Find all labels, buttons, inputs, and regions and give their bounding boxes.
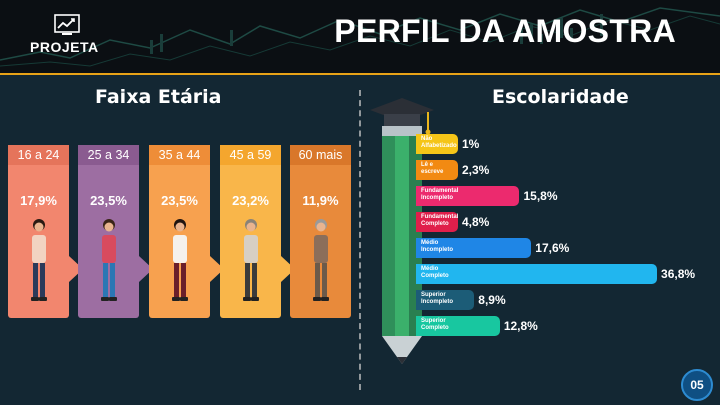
education-value-label: 15,8% xyxy=(523,189,558,203)
education-bar: Fundamental Completo xyxy=(416,212,458,232)
person-icon xyxy=(101,219,117,301)
age-category-label: 25 a 34 xyxy=(78,145,139,165)
age-category-label: 60 mais xyxy=(290,145,351,165)
logo: PROJETA xyxy=(26,12,110,60)
education-value-label: 4,8% xyxy=(462,215,490,229)
education-category-label: Médio Completo xyxy=(421,266,449,279)
age-value-label: 17,9% xyxy=(20,193,57,208)
age-value-label: 23,5% xyxy=(161,193,198,208)
education-value-label: 36,8% xyxy=(661,267,696,281)
section-divider xyxy=(359,90,361,390)
education-value-label: 1% xyxy=(462,137,480,151)
age-panel: 60 mais 11,9% xyxy=(290,145,351,318)
person-icon xyxy=(243,219,259,301)
age-category-label: 45 a 59 xyxy=(220,145,281,165)
chart-trend-icon xyxy=(54,14,80,35)
age-section-title: Faixa Etária xyxy=(95,86,222,108)
person-icon xyxy=(172,219,188,301)
education-category-label: Fundamental Completo xyxy=(421,214,459,227)
education-category-label: Médio Incompleto xyxy=(421,240,454,253)
person-icon xyxy=(313,219,329,301)
page-title: PERFIL DA AMOSTRA xyxy=(334,13,676,49)
age-category-label: 35 a 44 xyxy=(149,145,210,165)
education-bar: Lê e escreve xyxy=(416,160,458,180)
education-bar: Superior Incompleto xyxy=(416,290,475,310)
education-category-label: Não Alfabetizado xyxy=(421,136,457,149)
education-value-label: 2,3% xyxy=(462,163,490,177)
education-bar: Médio Incompleto xyxy=(416,238,532,258)
education-value-label: 12,8% xyxy=(503,319,538,333)
person-icon xyxy=(31,219,47,301)
education-category-label: Superior Incompleto xyxy=(421,292,454,305)
education-bar: Fundamental Incompleto xyxy=(416,186,520,206)
logo-text: PROJETA xyxy=(30,39,99,55)
age-panel: 35 a 44 23,5% xyxy=(149,145,210,318)
education-category-label: Lê e escreve xyxy=(421,162,444,175)
stock-chart-background xyxy=(0,7,720,67)
education-bar: Médio Completo xyxy=(416,264,658,284)
education-bar: Não Alfabetizado xyxy=(416,134,458,154)
age-panel: 25 a 34 23,5% xyxy=(78,145,139,318)
age-panel: 45 a 59 23,2% xyxy=(220,145,281,318)
age-value-label: 23,5% xyxy=(90,193,127,208)
education-bar: Superior Completo xyxy=(416,316,500,336)
age-value-label: 23,2% xyxy=(232,193,269,208)
age-panel: 16 a 24 17,9% xyxy=(8,145,69,318)
pencil-graduation-icon xyxy=(370,98,434,364)
header: PROJETA PERFIL DA AMOSTRA xyxy=(0,0,720,75)
age-category-label: 16 a 24 xyxy=(8,145,69,165)
age-value-label: 11,9% xyxy=(302,193,339,208)
education-section-title: Escolaridade xyxy=(492,86,629,108)
education-category-label: Superior Completo xyxy=(421,318,449,331)
header-accent-line xyxy=(0,73,720,75)
education-value-label: 17,6% xyxy=(535,241,570,255)
education-value-label: 8,9% xyxy=(478,293,506,307)
education-category-label: Fundamental Incompleto xyxy=(421,188,459,201)
page-number-badge: 05 xyxy=(681,369,713,401)
